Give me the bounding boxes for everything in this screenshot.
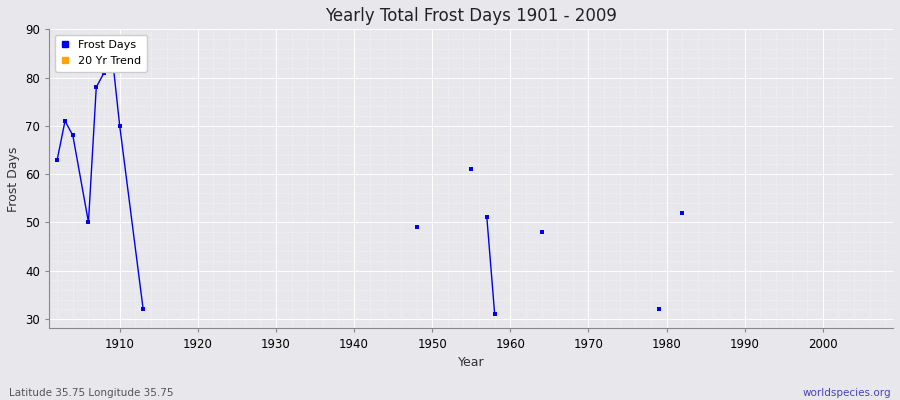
Point <box>50 156 65 163</box>
Point <box>464 166 479 172</box>
Point <box>66 132 80 139</box>
Point <box>58 118 72 124</box>
Point <box>136 306 150 312</box>
Point <box>89 84 104 90</box>
Point <box>480 214 494 221</box>
Y-axis label: Frost Days: Frost Days <box>7 146 20 212</box>
Point <box>535 229 549 235</box>
Point <box>488 311 502 317</box>
Title: Yearly Total Frost Days 1901 - 2009: Yearly Total Frost Days 1901 - 2009 <box>325 7 617 25</box>
Point <box>97 70 112 76</box>
Point <box>81 219 95 226</box>
Point <box>675 210 689 216</box>
Point <box>410 224 424 230</box>
Point <box>104 50 119 57</box>
Point <box>112 122 127 129</box>
Text: Latitude 35.75 Longitude 35.75: Latitude 35.75 Longitude 35.75 <box>9 388 174 398</box>
X-axis label: Year: Year <box>458 356 484 369</box>
Legend: Frost Days, 20 Yr Trend: Frost Days, 20 Yr Trend <box>55 35 147 72</box>
Text: worldspecies.org: worldspecies.org <box>803 388 891 398</box>
Point <box>652 306 666 312</box>
